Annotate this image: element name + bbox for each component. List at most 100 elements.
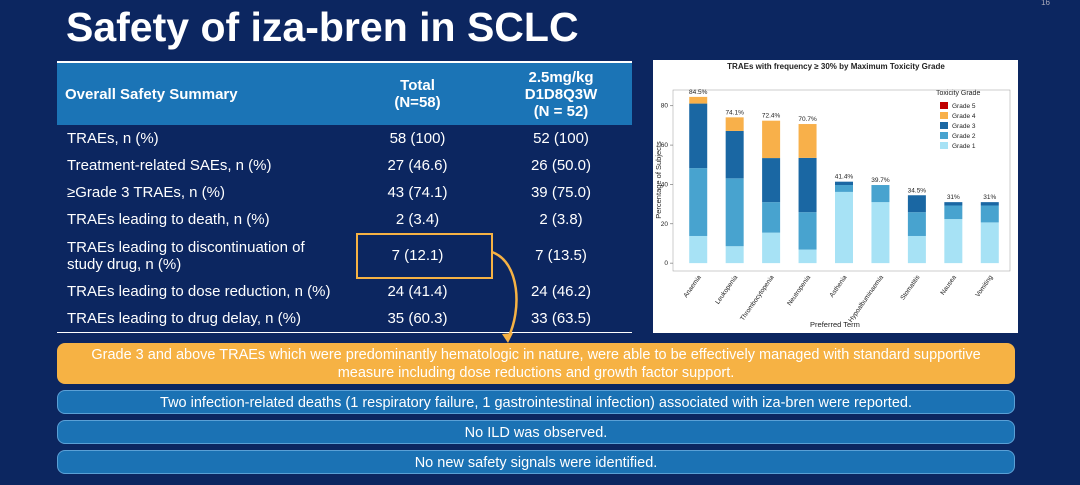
table-row: Treatment-related SAEs, n (%) 27 (46.6) 26… bbox=[57, 152, 632, 179]
table-cell: TRAEs leading to drug delay, n (%) bbox=[67, 310, 302, 327]
x-tick-label: Neutropenia bbox=[786, 274, 812, 307]
table-cell: TRAEs leading to dose reduction, n (%) bbox=[67, 283, 331, 300]
bar-segment bbox=[798, 124, 817, 158]
legend-label: Grade 5 bbox=[952, 103, 976, 110]
header-cell: Overall Safety Summary bbox=[57, 62, 345, 125]
bar-segment bbox=[798, 157, 817, 213]
table-cell: 7 (13.5) bbox=[535, 247, 587, 264]
highlight-note: Grade 3 and above TRAEs which were predo… bbox=[57, 343, 1015, 384]
table-cell: 43 (74.1) bbox=[387, 184, 448, 201]
table-cell: 24 (46.2) bbox=[530, 283, 592, 300]
total-label: 39.7% bbox=[871, 177, 890, 184]
y-tick-label: 0 bbox=[664, 260, 668, 267]
bar-segment bbox=[907, 195, 926, 213]
chart: TRAEs with frequency ≥ 30% by Maximum To… bbox=[654, 62, 1011, 329]
x-tick-label: Thrombocytopenia bbox=[739, 274, 776, 322]
callout-arrow bbox=[491, 250, 518, 339]
chart-panel: TRAEs with frequency ≥ 30% by Maximum To… bbox=[653, 60, 1018, 333]
table-cell: TRAEs leading to death, n (%) bbox=[67, 211, 270, 228]
table-header: Overall Safety Summary Total (N=58) 2.5mg/… bbox=[57, 62, 632, 125]
table-row: TRAEs leading to drug delay, n (%) 35 (60… bbox=[57, 305, 632, 333]
table-cell: ≥Grade 3 TRAEs, n (%) bbox=[67, 184, 226, 201]
table-cell: 27 (46.6) bbox=[387, 157, 448, 174]
table-cell: 33 (63.5) bbox=[530, 310, 592, 327]
plot-frame bbox=[672, 89, 1011, 272]
bar-segment bbox=[762, 158, 781, 203]
legend-swatch bbox=[940, 132, 948, 139]
bar-segment bbox=[980, 202, 999, 206]
x-tick-label: Stomatitis bbox=[899, 274, 922, 302]
x-axis-label: Preferred Term bbox=[810, 320, 860, 329]
y-tick-label: 40 bbox=[661, 181, 669, 188]
bar-segment bbox=[689, 168, 708, 236]
total-label: 41.4% bbox=[835, 174, 854, 181]
table-row: TRAEs leading to discontinuation of stud… bbox=[57, 233, 632, 278]
bar-segment bbox=[980, 222, 999, 264]
legend-label: Grade 1 bbox=[952, 143, 976, 150]
table-cell: TRAEs leading to discontinuation of stud… bbox=[67, 238, 305, 273]
bar-segment bbox=[798, 249, 817, 264]
legend-swatch bbox=[940, 102, 948, 109]
chart-title: TRAEs with frequency ≥ 30% by Maximum To… bbox=[727, 62, 945, 71]
bar-segment bbox=[689, 96, 708, 104]
total-label: 31% bbox=[947, 194, 960, 201]
legend-label: Grade 2 bbox=[952, 133, 976, 140]
legend-label: Grade 3 bbox=[952, 123, 976, 130]
bar-segment bbox=[762, 232, 781, 264]
bar-segment bbox=[762, 120, 781, 159]
bar-segment bbox=[798, 212, 817, 250]
table-row: TRAEs leading to dose reduction, n (%) 24… bbox=[57, 278, 632, 305]
bar-segment bbox=[907, 212, 926, 236]
y-axis-label: Percentage of Subjects bbox=[654, 141, 663, 219]
y-tick-label: 80 bbox=[661, 103, 669, 110]
x-tick-label: Vomiting bbox=[974, 274, 994, 299]
table-cell: Treatment-related SAEs, n (%) bbox=[67, 157, 272, 174]
table-cell: 2 (3.8) bbox=[539, 211, 583, 228]
bar-segment bbox=[689, 235, 708, 264]
bar-segment bbox=[944, 202, 963, 206]
legend-label: Grade 4 bbox=[952, 113, 976, 120]
table-cell: 35 (60.3) bbox=[387, 310, 448, 327]
total-label: 31% bbox=[983, 194, 996, 201]
bar-segment bbox=[762, 202, 781, 233]
x-tick-label: Nausea bbox=[939, 274, 958, 297]
safety-table: Overall Safety Summary Total (N=58) 2.5mg/… bbox=[57, 61, 632, 333]
bar-segment bbox=[871, 202, 890, 264]
bar-segment bbox=[835, 185, 853, 192]
x-tick-label: Anaemia bbox=[682, 274, 703, 299]
bar-segment bbox=[835, 191, 853, 264]
table-cell: TRAEs, n (%) bbox=[67, 130, 159, 147]
bar-segment bbox=[871, 185, 890, 203]
bar-segment bbox=[835, 181, 853, 186]
bar-segment bbox=[725, 117, 744, 131]
total-label: 70.7% bbox=[798, 116, 817, 123]
table-row: TRAEs leading to death, n (%) 2 (3.4) 2 (3… bbox=[57, 206, 632, 233]
x-tick-label: Asthenia bbox=[828, 274, 848, 299]
page-number: 16 bbox=[1041, 0, 1050, 7]
bar-segment bbox=[907, 235, 926, 264]
note: Two infection-related deaths (1 respirat… bbox=[57, 390, 1015, 414]
bar-segment bbox=[944, 205, 963, 220]
total-label: 84.5% bbox=[689, 89, 708, 96]
legend-swatch bbox=[940, 112, 948, 119]
table-cell: 24 (41.4) bbox=[387, 283, 448, 300]
note: No ILD was observed. bbox=[57, 420, 1015, 444]
table-cell: 2 (3.4) bbox=[395, 211, 440, 228]
table-cell: 58 (100) bbox=[389, 130, 446, 147]
table-row: ≥Grade 3 TRAEs, n (%) 43 (74.1) 39 (75.0) bbox=[57, 179, 632, 206]
legend-title: Toxicity Grade bbox=[936, 90, 980, 97]
table-cell: 52 (100) bbox=[533, 130, 589, 147]
bar-segment bbox=[725, 130, 744, 179]
header-cell: 2.5mg/kg D1D8Q3W (N = 52) bbox=[490, 62, 632, 125]
header-cell: Total (N=58) bbox=[345, 62, 490, 125]
total-label: 74.1% bbox=[725, 109, 744, 116]
table-cell: 39 (75.0) bbox=[530, 184, 592, 201]
x-tick-label: Hypoalbuminaemia bbox=[847, 274, 885, 324]
legend-swatch bbox=[940, 142, 948, 149]
x-tick-label: Leukopenia bbox=[714, 274, 739, 306]
total-label: 72.4% bbox=[762, 113, 781, 120]
slide-title: Safety of iza-bren in SCLC bbox=[66, 4, 579, 50]
bar-segment bbox=[725, 246, 744, 264]
total-label: 34.5% bbox=[908, 187, 927, 194]
